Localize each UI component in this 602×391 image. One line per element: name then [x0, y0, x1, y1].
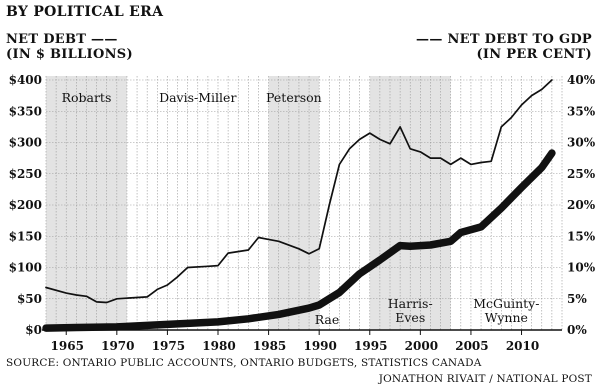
- legend-debt-to-gdp-line2: (IN PER CENT): [476, 47, 592, 62]
- y-left-tick-label-4: $200: [9, 198, 42, 212]
- y-right-tick-label-4: 20%: [567, 198, 596, 212]
- era-label-4-line-1: Eves: [395, 310, 425, 325]
- y-right-tick-label-1: 5%: [567, 292, 587, 306]
- x-tick-label-3: 1980: [202, 339, 235, 353]
- era-label-0: Robarts: [62, 90, 112, 105]
- x-tick-label-0: 1965: [51, 339, 84, 353]
- era-label-5-line-0: McGuinty-: [473, 296, 539, 311]
- era-label-5: McGuinty-Wynne: [473, 296, 539, 325]
- source-note: SOURCE: ONTARIO PUBLIC ACCOUNTS, ONTARIO…: [6, 357, 482, 369]
- era-label-5-line-1: Wynne: [485, 310, 528, 325]
- x-tick-label-6: 1995: [354, 339, 387, 353]
- era-label-2-line-0: Peterson: [266, 90, 322, 105]
- era-label-3: Rae: [315, 312, 340, 327]
- era-labels: Robarts Davis-Miller Peterson Rae Harris-Eve…: [62, 90, 540, 327]
- y-left-tick-label-7: $350: [9, 104, 42, 118]
- y-left-tick-label-5: $250: [9, 167, 42, 181]
- y-left-tick-label-6: $300: [9, 136, 42, 150]
- y-right-tick-label-6: 30%: [567, 136, 596, 150]
- x-tick-label-2: 1975: [152, 339, 185, 353]
- y-left-tick-label-1: $50: [17, 292, 42, 306]
- era-label-2: Peterson: [266, 90, 322, 105]
- y-left-tick-label-0: $0: [25, 323, 42, 337]
- x-tick-label-4: 1985: [253, 339, 286, 353]
- era-label-1-line-0: Davis-Miller: [159, 90, 236, 105]
- legend-net-debt-line2: (IN $ BILLIONS): [6, 47, 133, 62]
- legend-net-debt-line1: NET DEBT ——: [6, 32, 118, 47]
- x-tick-label-8: 2005: [455, 339, 488, 353]
- series-lines: [42, 79, 556, 332]
- y-right-tick-label-3: 15%: [567, 229, 596, 243]
- legend-debt-to-gdp-line1: —— NET DEBT TO GDP: [416, 32, 592, 47]
- y-left-tick-label-8: $400: [9, 73, 42, 87]
- legend-net-debt: NET DEBT —— (IN $ BILLIONS): [6, 32, 133, 62]
- x-tick-label-5: 1990: [303, 339, 336, 353]
- axes: $0 $50 $100 $150 $200 $250 $300 $350 $400 0% 5% 10%…: [9, 73, 596, 353]
- era-label-4: Harris-Eves: [388, 296, 433, 325]
- y-left-tick-label-2: $100: [9, 261, 42, 275]
- era-label-3-line-0: Rae: [315, 312, 340, 327]
- y-right-tick-label-7: 35%: [567, 104, 596, 118]
- era-label-0-line-0: Robarts: [62, 90, 112, 105]
- series-line-0: [42, 149, 556, 332]
- y-right-tick-label-0: 0%: [567, 323, 587, 337]
- x-tick-label-9: 2010: [506, 339, 539, 353]
- series-line-1: [45, 79, 553, 304]
- legend-debt-to-gdp: —— NET DEBT TO GDP (IN PER CENT): [416, 32, 592, 62]
- x-tick-label-1: 1970: [101, 339, 134, 353]
- y-right-tick-label-2: 10%: [567, 261, 596, 275]
- era-label-4-line-0: Harris-: [388, 296, 433, 311]
- chart-title: BY POLITICAL ERA: [6, 4, 164, 20]
- y-right-tick-label-5: 25%: [567, 167, 596, 181]
- era-band-2: [268, 76, 320, 330]
- gridlines: [45, 76, 563, 331]
- era-label-1: Davis-Miller: [159, 90, 236, 105]
- x-tick-label-7: 2000: [405, 339, 438, 353]
- y-left-tick-label-3: $150: [9, 229, 42, 243]
- y-right-tick-label-8: 40%: [567, 73, 596, 87]
- credit-note: JONATHON RIVAIT / NATIONAL POST: [378, 373, 592, 385]
